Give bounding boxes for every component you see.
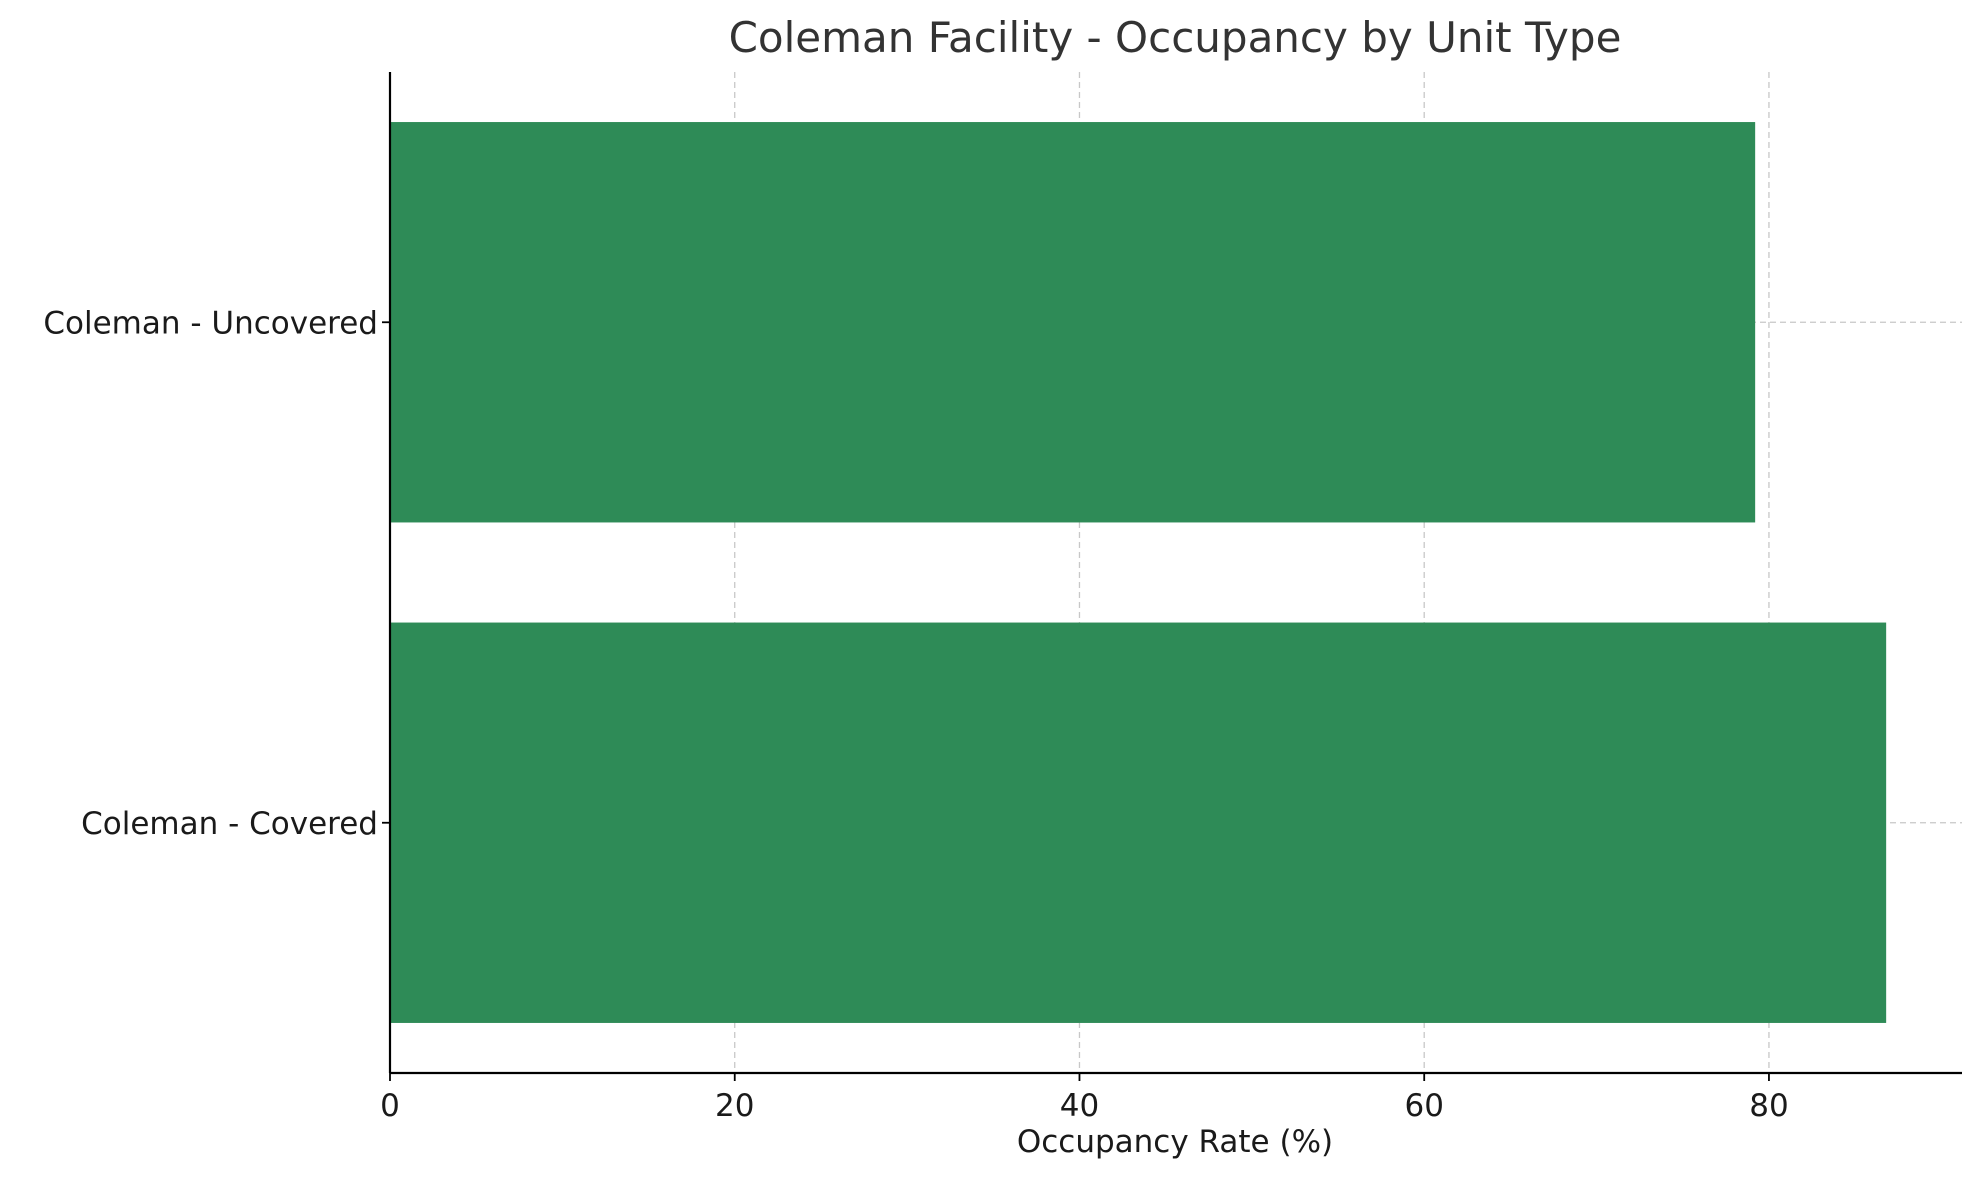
x-tick-label: 60 (1404, 1088, 1443, 1124)
ticks-layer: 0 20 40 60 80 Coleman - Covered Coleman - Unco… (43, 305, 1788, 1124)
x-tick-label: 80 (1749, 1088, 1788, 1124)
x-tick-label: 0 (380, 1088, 400, 1124)
bar-coleman-uncovered (390, 122, 1756, 523)
x-tick-label: 20 (715, 1088, 754, 1124)
x-tick-label: 40 (1060, 1088, 1099, 1124)
y-tick-label: Coleman - Covered (81, 806, 378, 842)
chart-title: Coleman Facility - Occupancy by Unit Typ… (729, 13, 1622, 62)
bars-layer (390, 122, 1887, 1023)
bar-coleman-covered (390, 622, 1887, 1023)
x-axis-label: Occupancy Rate (%) (1017, 1124, 1333, 1160)
y-tick-label: Coleman - Uncovered (43, 305, 378, 341)
axes-layer (388, 72, 1962, 1075)
